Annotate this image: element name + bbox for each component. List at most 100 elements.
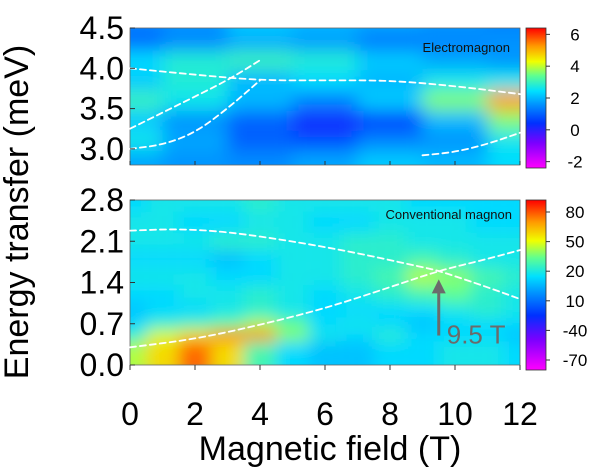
dispersion-curve: [129, 59, 261, 130]
heatmap-cell: [438, 211, 472, 233]
heatmap-cell: [130, 50, 163, 71]
heatmap-cell: [276, 200, 309, 212]
heatmap-cell: [227, 34, 293, 51]
heatmap-cell: [471, 341, 504, 365]
heatmap-cell: [130, 250, 147, 268]
heatmap-cell: [308, 200, 342, 212]
heatmap-cell: [308, 329, 342, 342]
heatmap-cell: [487, 90, 520, 111]
heatmap-cell: [146, 303, 179, 318]
heatmap-cell: [178, 303, 212, 318]
heatmap-cell: [438, 200, 472, 212]
heatmap-cell: [308, 211, 342, 233]
heatmap-cell: [211, 285, 244, 304]
conventional-magnon-colorbar-ticks: -70 -40 10 20 50 80: [546, 203, 587, 370]
y-tick-label: 3.0: [80, 131, 124, 167]
conventional-magnon-colorbar: [525, 199, 547, 371]
heatmap-cell: [130, 150, 163, 165]
heatmap-cell: [438, 317, 472, 330]
heatmap-cell: [162, 50, 228, 71]
heatmap-cell: [227, 28, 293, 35]
heatmap-cell: [308, 267, 342, 286]
colorbar-tick-label: 4: [570, 57, 579, 76]
heatmap-cell: [146, 200, 179, 212]
heatmap-cell: [341, 303, 374, 318]
heatmap-cell: [503, 267, 520, 286]
conventional-magnon-dispersion-curves: [129, 228, 521, 349]
x-tick-label: 2: [186, 396, 204, 432]
heatmap-cell: [276, 211, 309, 233]
heatmap-cell: [406, 329, 439, 342]
heatmap-cell: [422, 90, 488, 111]
heatmap-cell: [276, 250, 309, 268]
heatmap-cell: [308, 317, 342, 330]
heatmap-cell: [146, 285, 179, 304]
electromagnon-dispersion-curves: [129, 59, 521, 157]
heatmap-cell: [341, 329, 374, 342]
heatmap-cell: [471, 329, 504, 342]
heatmap-cell: [243, 267, 277, 286]
heatmap-cell: [146, 232, 179, 251]
x-tick-label: 4: [251, 396, 269, 432]
heatmap-cell: [422, 130, 488, 151]
y-tick-label: 2.1: [80, 223, 124, 259]
heatmap-cell: [292, 110, 358, 131]
heatmap-cell: [406, 303, 439, 318]
heatmap-cell: [308, 232, 342, 251]
heatmap-cell: [406, 285, 439, 304]
heatmap-cell: [243, 285, 277, 304]
heatmap-cell: [146, 267, 179, 286]
heatmap-cell: [406, 200, 439, 212]
y-tick-label: 2.8: [80, 182, 124, 218]
x-tick-label: 0: [121, 396, 139, 432]
heatmap-cell: [292, 150, 358, 165]
heatmap-cell: [211, 317, 244, 330]
heatmap-cell: [373, 317, 407, 330]
heatmap-cell: [162, 90, 228, 111]
heatmap-cell: [178, 341, 212, 365]
heatmap-cell: [487, 28, 520, 35]
heatmap-cell: [373, 329, 407, 342]
heatmap-cell: [357, 34, 423, 51]
heatmap-cell: [341, 285, 374, 304]
heatmap-cell: [276, 341, 309, 365]
heatmap-cell: [406, 250, 439, 268]
heatmap-cell: [373, 200, 407, 212]
heatmap-cell: [503, 285, 520, 304]
heatmap-cell: [211, 329, 244, 342]
heatmap-cell: [503, 200, 520, 212]
heatmap-cell: [357, 50, 423, 71]
heatmap-cell: [438, 329, 472, 342]
y-tick-label: 0.0: [80, 347, 124, 383]
heatmap-cell: [211, 341, 244, 365]
heatmap-cell: [471, 267, 504, 286]
heatmap-cell: [211, 250, 244, 268]
heatmap-cell: [243, 329, 277, 342]
crossing-arrow-head: [431, 279, 446, 294]
heatmap-cell: [227, 150, 293, 165]
heatmap-cell: [422, 50, 488, 71]
heatmap-cell: [178, 232, 212, 251]
heatmap-cell: [373, 303, 407, 318]
heatmap-cell: [146, 250, 179, 268]
heatmap-cell: [406, 211, 439, 233]
x-tick-label: 10: [437, 396, 473, 432]
heatmap-cell: [373, 267, 407, 286]
heatmap-cell: [373, 341, 407, 365]
heatmap-cell: [276, 303, 309, 318]
heatmap-cell: [292, 130, 358, 151]
top-y-axis: 3.0 3.5 4.0 4.5: [80, 10, 135, 167]
heatmap-cell: [130, 317, 147, 330]
heatmap-cell: [422, 110, 488, 131]
heatmap-cell: [227, 50, 293, 71]
heatmap-cell: [487, 50, 520, 71]
heatmap-cell: [406, 232, 439, 251]
y-axis-label: Energy transfer (meV): [0, 45, 36, 379]
heatmap-cell: [276, 267, 309, 286]
heatmap-cell: [130, 34, 163, 51]
x-tick-label: 8: [381, 396, 399, 432]
heatmap-cell: [162, 110, 228, 131]
heatmap-cell: [130, 70, 163, 91]
heatmap-cell: [471, 211, 504, 233]
heatmap-cell: [162, 150, 228, 165]
